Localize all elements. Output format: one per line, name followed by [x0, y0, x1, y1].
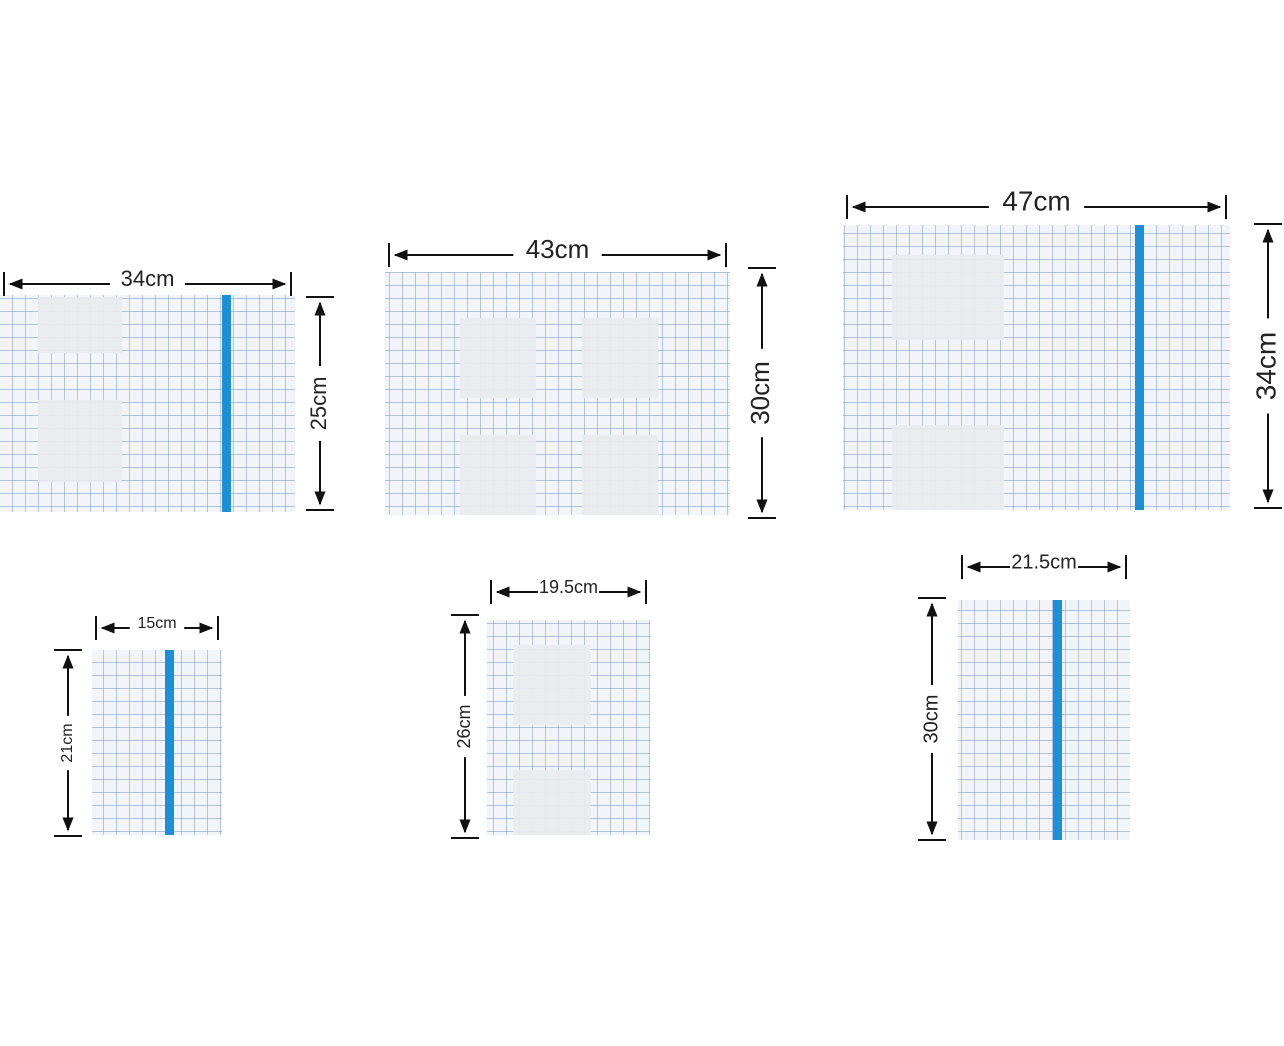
instruction-panel [513, 645, 591, 725]
height-label: 30cm [920, 695, 942, 744]
height-label: 30cm [745, 361, 775, 425]
height-label: 21cm [59, 723, 76, 762]
width-label: 47cm [1002, 185, 1070, 216]
sheet: 47cm 34cm [843, 185, 1282, 510]
instruction-panel [513, 770, 591, 835]
width-label: 15cm [137, 615, 176, 632]
width-label: 43cm [526, 234, 590, 264]
width-label: 19.5cm [539, 577, 598, 597]
sheet: 34cm 25cm [0, 266, 334, 512]
film-sheet [385, 272, 730, 515]
film-sheet [958, 600, 1130, 840]
height-label: 26cm [454, 704, 474, 748]
measure-stripe [165, 650, 174, 835]
height-label: 25cm [306, 377, 331, 431]
instruction-panel [460, 435, 536, 515]
measure-stripe [1053, 600, 1062, 840]
sheet: 15cm 21cm [54, 615, 222, 837]
width-label: 21.5cm [1011, 551, 1077, 573]
instruction-panel [38, 400, 122, 482]
instruction-panel [892, 255, 1004, 340]
film-sheet [92, 650, 222, 835]
sheet: 43cm 30cm [385, 234, 776, 519]
instruction-panel [460, 318, 536, 398]
instruction-panel [582, 435, 658, 515]
instruction-panel [38, 297, 122, 353]
instruction-panel [582, 318, 658, 398]
sheet: 19.5cm 26cm [451, 577, 650, 839]
sheet: 21.5cm 30cm [918, 551, 1130, 841]
height-label: 34cm [1250, 332, 1281, 400]
measure-stripe [222, 295, 231, 512]
width-label: 34cm [121, 266, 175, 291]
instruction-panel [892, 425, 1004, 510]
measure-stripe [1135, 225, 1144, 510]
